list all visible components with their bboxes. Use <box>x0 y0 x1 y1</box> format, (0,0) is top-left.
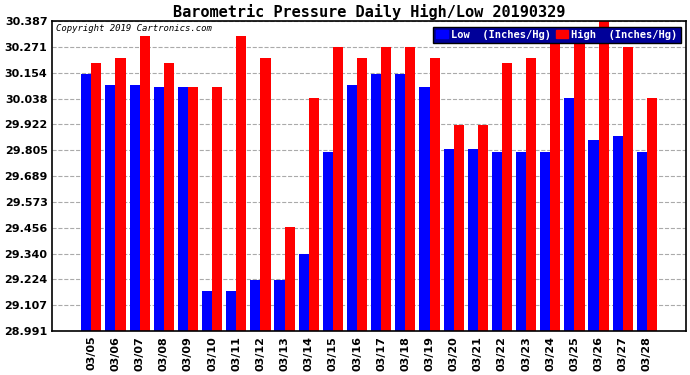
Bar <box>405 47 415 331</box>
Bar <box>115 58 126 331</box>
Bar <box>492 152 502 331</box>
Bar <box>429 58 440 331</box>
Bar <box>284 227 295 331</box>
Bar <box>323 152 333 331</box>
Bar <box>130 85 139 331</box>
Bar <box>212 87 222 331</box>
Bar <box>647 98 657 331</box>
Bar <box>502 63 512 331</box>
Bar <box>275 280 284 331</box>
Bar <box>395 74 405 331</box>
Bar <box>299 254 308 331</box>
Bar <box>164 63 174 331</box>
Bar <box>202 291 212 331</box>
Bar <box>226 291 236 331</box>
Bar <box>236 36 246 331</box>
Bar <box>477 125 488 331</box>
Bar <box>599 21 609 331</box>
Bar <box>308 98 319 331</box>
Bar <box>444 149 453 331</box>
Bar <box>468 149 477 331</box>
Bar <box>526 58 536 331</box>
Bar <box>139 36 150 331</box>
Bar <box>371 74 381 331</box>
Bar <box>381 47 391 331</box>
Bar <box>188 87 198 331</box>
Bar <box>540 152 551 331</box>
Bar <box>637 152 647 331</box>
Title: Barometric Pressure Daily High/Low 20190329: Barometric Pressure Daily High/Low 20190… <box>173 4 565 20</box>
Bar <box>347 85 357 331</box>
Bar <box>81 74 91 331</box>
Bar <box>260 58 270 331</box>
Bar <box>250 280 260 331</box>
Bar <box>551 36 560 331</box>
Bar <box>420 87 429 331</box>
Bar <box>589 141 599 331</box>
Bar <box>613 136 623 331</box>
Bar <box>623 47 633 331</box>
Bar <box>333 47 343 331</box>
Bar <box>106 85 115 331</box>
Bar <box>154 87 164 331</box>
Legend: Low  (Inches/Hg), High  (Inches/Hg): Low (Inches/Hg), High (Inches/Hg) <box>433 27 680 43</box>
Bar <box>516 152 526 331</box>
Bar <box>357 58 367 331</box>
Bar <box>453 125 464 331</box>
Bar <box>575 36 584 331</box>
Text: Copyright 2019 Cartronics.com: Copyright 2019 Cartronics.com <box>56 24 211 33</box>
Bar <box>564 98 575 331</box>
Bar <box>91 63 101 331</box>
Bar <box>178 87 188 331</box>
